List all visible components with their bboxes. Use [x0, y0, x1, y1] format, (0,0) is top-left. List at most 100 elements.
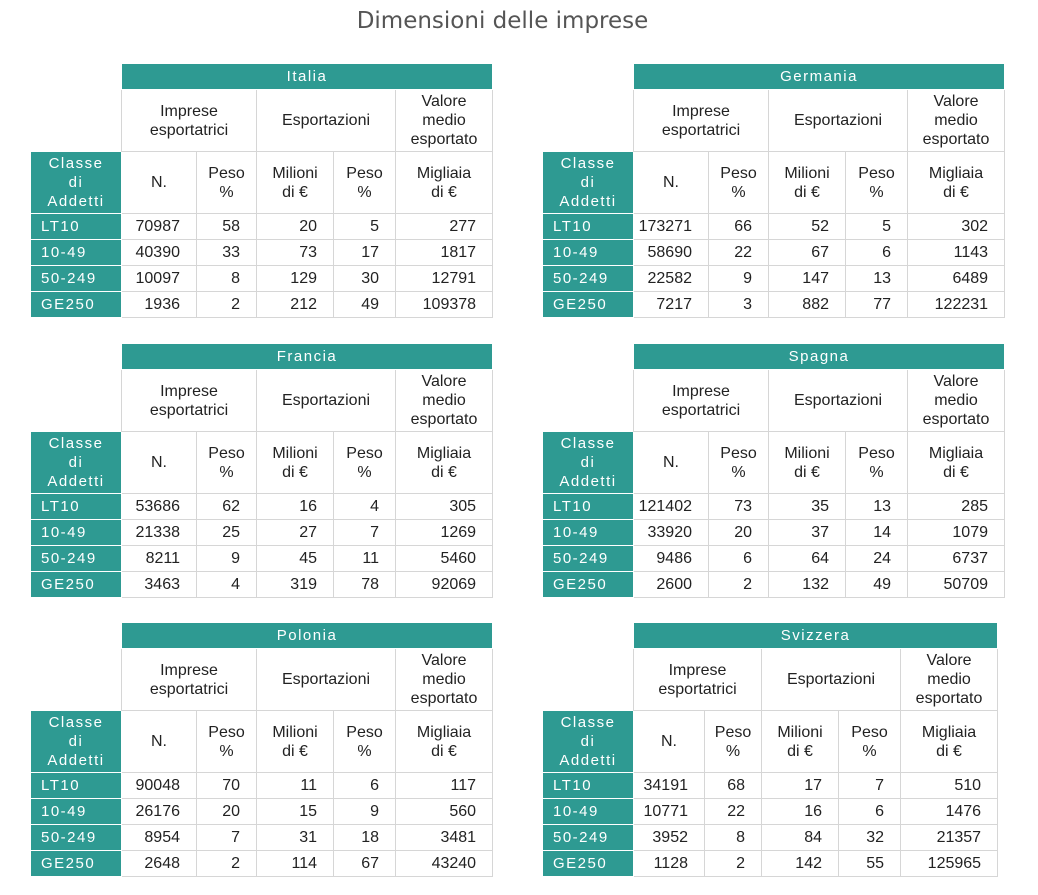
- cell-valore-medio: 125965: [899, 850, 999, 877]
- table-row: 10-49 58690 22 67 6 1143: [542, 239, 1006, 266]
- row-label-classe: 10-49: [30, 519, 122, 546]
- row-label-classe: 50-249: [542, 545, 634, 572]
- cell-peso-imprese: 7: [196, 824, 257, 851]
- cell-milioni: 84: [761, 824, 839, 851]
- country-name: Svizzera: [632, 622, 999, 649]
- cell-peso-imprese: 25: [196, 519, 257, 546]
- table-row: 50-249 22582 9 147 13 6489: [542, 265, 1006, 292]
- header-peso-esportazioni: Peso %: [845, 151, 908, 214]
- row-label-classe: 10-49: [542, 519, 634, 546]
- row-label-classe: GE250: [30, 850, 122, 877]
- header-imprese-esportatrici: Imprese esportatrici: [121, 369, 257, 432]
- cell-milioni: 882: [768, 291, 846, 318]
- cell-peso-esportazioni: 55: [838, 850, 901, 877]
- header-milioni: Milioni di €: [256, 151, 334, 214]
- header-peso-esportazioni: Peso %: [333, 431, 396, 494]
- cell-valore-medio: 560: [394, 798, 494, 825]
- row-label-classe: LT10: [30, 213, 122, 240]
- cell-valore-medio: 302: [906, 213, 1006, 240]
- cell-n-imprese: 2600: [633, 571, 709, 598]
- cell-valore-medio: 122231: [906, 291, 1006, 318]
- cell-peso-imprese: 68: [704, 772, 762, 799]
- cell-peso-esportazioni: 77: [845, 291, 908, 318]
- header-n: N.: [121, 431, 197, 494]
- cell-valore-medio: 6737: [907, 545, 1005, 572]
- row-label-classe: 10-49: [542, 798, 634, 825]
- table-row: GE250 1936 2 212 49 109378: [30, 291, 494, 318]
- cell-peso-esportazioni: 78: [333, 571, 396, 598]
- cell-n-imprese: 34191: [633, 772, 705, 799]
- cell-valore-medio: 109378: [394, 291, 494, 318]
- cell-milioni: 142: [761, 850, 839, 877]
- table-row: 10-49 40390 33 73 17 1817: [30, 239, 494, 266]
- cell-peso-esportazioni: 5: [333, 213, 396, 240]
- table-row: LT10 53686 62 16 4 305: [30, 493, 494, 520]
- cell-n-imprese: 40390: [121, 239, 197, 266]
- cell-peso-imprese: 8: [704, 824, 762, 851]
- cell-milioni: 73: [256, 239, 334, 266]
- cell-milioni: 64: [768, 545, 846, 572]
- cell-valore-medio: 3481: [394, 824, 494, 851]
- cell-n-imprese: 2648: [121, 850, 197, 877]
- cell-peso-imprese: 8: [196, 265, 257, 292]
- cell-milioni: 27: [256, 519, 334, 546]
- cell-valore-medio: 92069: [394, 571, 494, 598]
- country-table-svizzera: Svizzera Imprese esportatrici Esportazio…: [542, 622, 999, 877]
- country-name: Francia: [120, 343, 494, 370]
- header-peso-imprese: Peso %: [196, 431, 257, 494]
- header-esportazioni: Esportazioni: [761, 648, 901, 711]
- header-imprese-esportatrici: Imprese esportatrici: [633, 648, 762, 711]
- country-name: Italia: [120, 63, 494, 90]
- header-classe-di-addetti: Classe di Addetti: [30, 431, 122, 494]
- table-row: LT10 173271 66 52 5 302: [542, 213, 1006, 240]
- cell-peso-esportazioni: 30: [333, 265, 396, 292]
- cell-peso-imprese: 22: [708, 239, 769, 266]
- cell-n-imprese: 58690: [633, 239, 709, 266]
- header-classe-di-addetti: Classe di Addetti: [30, 710, 122, 773]
- table-row: 50-249 8211 9 45 11 5460: [30, 545, 494, 572]
- table-row: 10-49 33920 20 37 14 1079: [542, 519, 1005, 546]
- header-migliaia: Migliaia di €: [394, 710, 494, 773]
- cell-valore-medio: 1817: [394, 239, 494, 266]
- cell-milioni: 16: [761, 798, 839, 825]
- cell-n-imprese: 3952: [633, 824, 705, 851]
- cell-peso-imprese: 3: [708, 291, 769, 318]
- header-classe-di-addetti: Classe di Addetti: [542, 151, 634, 214]
- cell-valore-medio: 6489: [906, 265, 1006, 292]
- header-milioni: Milioni di €: [256, 710, 334, 773]
- cell-peso-esportazioni: 7: [838, 772, 901, 799]
- header-classe-di-addetti: Classe di Addetti: [542, 710, 634, 773]
- header-migliaia: Migliaia di €: [906, 151, 1006, 214]
- cell-n-imprese: 7217: [633, 291, 709, 318]
- cell-peso-esportazioni: 49: [333, 291, 396, 318]
- table-row: LT10 121402 73 35 13 285: [542, 493, 1005, 520]
- cell-peso-esportazioni: 67: [333, 850, 396, 877]
- row-label-classe: 50-249: [542, 265, 634, 292]
- cell-n-imprese: 10097: [121, 265, 197, 292]
- cell-valore-medio: 277: [394, 213, 494, 240]
- cell-valore-medio: 510: [899, 772, 999, 799]
- cell-n-imprese: 1936: [121, 291, 197, 318]
- header-milioni: Milioni di €: [768, 151, 846, 214]
- cell-milioni: 45: [256, 545, 334, 572]
- cell-n-imprese: 70987: [121, 213, 197, 240]
- cell-peso-esportazioni: 6: [845, 239, 908, 266]
- header-valore-medio-esportato: Valore medio esportato: [899, 648, 999, 711]
- cell-milioni: 16: [256, 493, 334, 520]
- header-valore-medio-esportato: Valore medio esportato: [394, 369, 494, 432]
- cell-peso-imprese: 2: [196, 291, 257, 318]
- table-row: 10-49 10771 22 16 6 1476: [542, 798, 999, 825]
- cell-n-imprese: 21338: [121, 519, 197, 546]
- cell-n-imprese: 173271: [633, 213, 709, 240]
- cell-milioni: 132: [768, 571, 846, 598]
- table-row: 50-249 9486 6 64 24 6737: [542, 545, 1005, 572]
- cell-valore-medio: 5460: [394, 545, 494, 572]
- cell-valore-medio: 1079: [907, 519, 1005, 546]
- country-table-spagna: Spagna Imprese esportatrici Esportazioni…: [542, 343, 1005, 598]
- country-table-germania: Germania Imprese esportatrici Esportazio…: [542, 63, 1006, 318]
- cell-peso-imprese: 9: [708, 265, 769, 292]
- cell-valore-medio: 1476: [899, 798, 999, 825]
- cell-peso-imprese: 6: [708, 545, 769, 572]
- table-row: LT10 70987 58 20 5 277: [30, 213, 494, 240]
- cell-n-imprese: 8954: [121, 824, 197, 851]
